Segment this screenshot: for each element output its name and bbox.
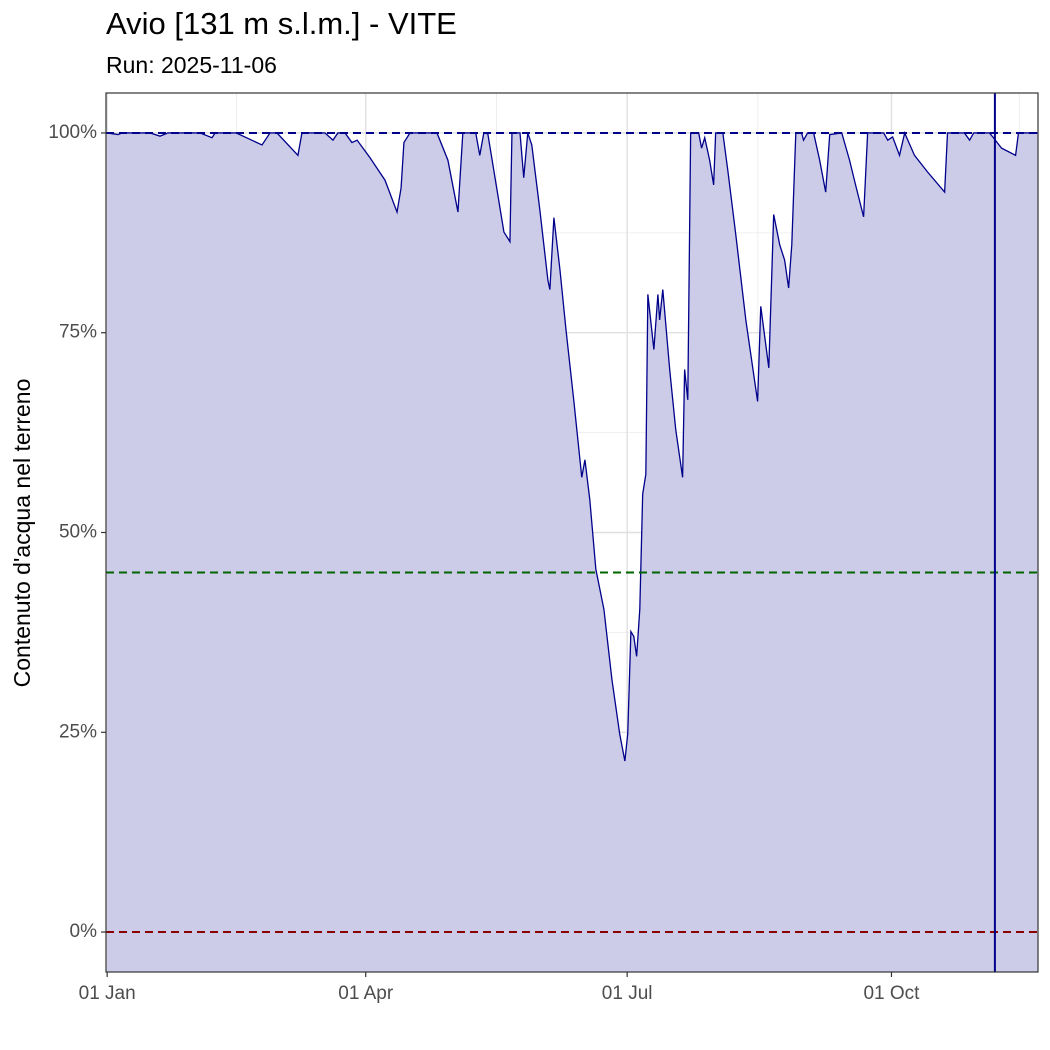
line — [107, 130, 1038, 762]
x-tick-label: 01 Apr — [338, 983, 394, 1004]
y-tick-label: 25% — [59, 721, 97, 742]
y-tick-label: 0% — [70, 921, 98, 942]
y-tick-label: 75% — [59, 322, 97, 343]
chart-subtitle: Run: 2025-11-06 — [106, 52, 277, 78]
x-tick-label: 01 Jul — [602, 983, 653, 1004]
y-tick-label: 100% — [48, 122, 97, 143]
chart-title: Avio [131 m s.l.m.] - VITE — [106, 6, 457, 41]
x-tick-label: 01 Oct — [863, 983, 920, 1004]
x-tick-label: 01 Jan — [79, 983, 136, 1004]
area — [107, 132, 1038, 972]
y-tick-label: 50% — [59, 522, 97, 543]
y-axis-label: Contenuto d'acqua nel terreno — [9, 379, 35, 688]
